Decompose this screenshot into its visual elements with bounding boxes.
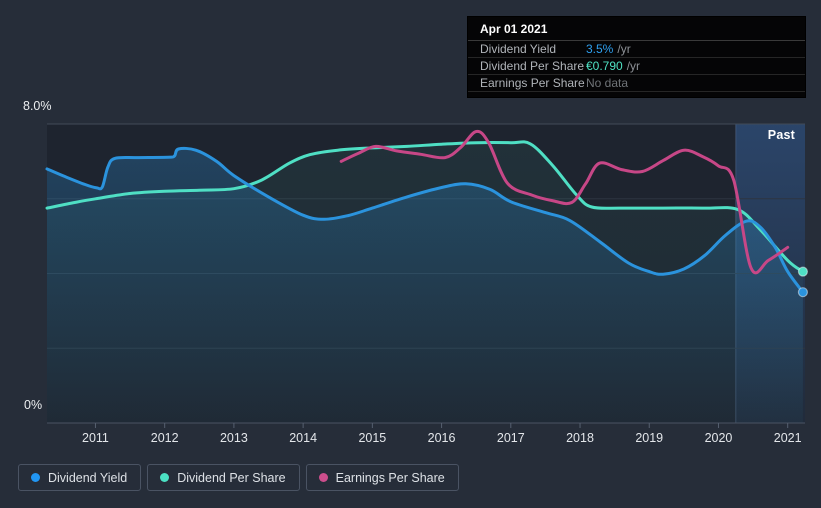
series-end-dot-dividend-per-share: [797, 266, 809, 277]
x-tick-label-2017: 2017: [497, 431, 525, 445]
legend-label: Earnings Per Share: [335, 470, 445, 485]
x-tick-label-2019: 2019: [635, 431, 663, 445]
series-end-dot-dividend-yield: [797, 287, 809, 298]
tooltip-value: €0.790: [586, 59, 623, 73]
x-tick-label-2015: 2015: [358, 431, 386, 445]
line-earnings-per-share: [339, 129, 790, 275]
tooltip-value: 3.5%: [586, 42, 614, 56]
legend-item-dividend-per-share[interactable]: Dividend Per Share: [147, 464, 300, 491]
dividend-yield-dot-icon: [31, 473, 40, 482]
legend-item-dividend-yield[interactable]: Dividend Yield: [18, 464, 142, 491]
tooltip-value: No data: [586, 76, 629, 90]
tooltip-row-dividend-per-share: Dividend Per Share €0.790 /yr: [468, 58, 805, 75]
y-axis-label-top: 8.0%: [23, 99, 52, 113]
tooltip-row-dividend-yield: Dividend Yield 3.5% /yr: [468, 41, 805, 58]
x-tick-label-2021: 2021: [774, 431, 802, 445]
tooltip-label: Dividend Yield: [480, 42, 557, 56]
tooltip-row-earnings-per-share: Earnings Per Share No data: [468, 75, 805, 92]
line-dividend-yield: [45, 146, 805, 294]
tooltip-label: Earnings Per Share: [480, 76, 585, 90]
chart-legend: Dividend Yield Dividend Per Share Earnin…: [18, 464, 459, 491]
chart-tooltip: Apr 01 2021 Dividend Yield 3.5% /yr Divi…: [467, 16, 806, 98]
x-tick-label-2012: 2012: [151, 431, 179, 445]
x-tick-label-2020: 2020: [705, 431, 733, 445]
legend-item-earnings-per-share[interactable]: Earnings Per Share: [305, 464, 459, 491]
legend-label: Dividend Per Share: [177, 470, 286, 485]
x-tick-label-2014: 2014: [289, 431, 317, 445]
x-tick-label-2016: 2016: [428, 431, 456, 445]
x-tick-label-2018: 2018: [566, 431, 594, 445]
tooltip-date: Apr 01 2021: [468, 17, 805, 41]
earnings-per-share-dot-icon: [318, 473, 328, 482]
x-tick-label-2013: 2013: [220, 431, 248, 445]
dividend-per-share-dot-icon: [160, 473, 170, 482]
line-dividend-per-share: [45, 140, 805, 274]
past-band-label: Past: [767, 128, 795, 142]
tooltip-unit: /yr: [617, 42, 631, 56]
tooltip-label: Dividend Per Share: [480, 59, 585, 73]
area-dividend-yield: [47, 148, 803, 423]
y-axis-label-bottom: 0%: [24, 398, 43, 412]
tooltip-unit: /yr: [626, 59, 641, 73]
x-tick-label-2011: 2011: [82, 431, 109, 445]
legend-label: Dividend Yield: [48, 470, 128, 485]
